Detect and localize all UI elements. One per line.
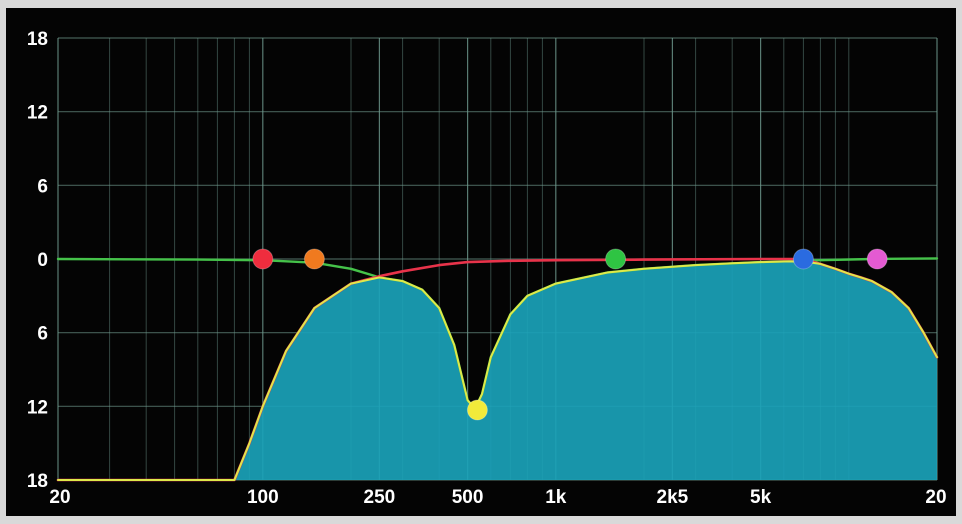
band-marker-blue[interactable] (792, 248, 814, 270)
band-marker-orange[interactable] (303, 248, 325, 270)
band-marker-red[interactable] (252, 248, 274, 270)
band-marker-pink[interactable] (866, 248, 888, 270)
band-marker-yellow[interactable] (466, 399, 488, 421)
y-tick-label: 18 (27, 29, 48, 50)
x-tick-label: 20 (925, 487, 946, 508)
x-tick-label: 500 (452, 487, 484, 508)
y-tick-label: 6 (37, 324, 48, 345)
response-fill-area (58, 261, 937, 480)
band-marker-green[interactable] (605, 248, 627, 270)
y-tick-label: 0 (37, 250, 48, 271)
composite-response-line (57, 260, 938, 481)
x-tick-label: 20 (49, 487, 70, 508)
x-tick-label: 250 (364, 487, 396, 508)
x-tick-label: 2k5 (657, 487, 689, 508)
y-tick-label: 18 (27, 471, 48, 492)
band-markers (252, 248, 888, 421)
y-tick-label: 12 (27, 397, 48, 418)
x-tick-label: 5k (750, 487, 772, 508)
y-tick-label: 12 (27, 103, 48, 124)
x-tick-label: 100 (247, 487, 279, 508)
x-tick-label: 1k (545, 487, 567, 508)
y-tick-label: 6 (37, 176, 48, 197)
response-fill (58, 261, 937, 480)
